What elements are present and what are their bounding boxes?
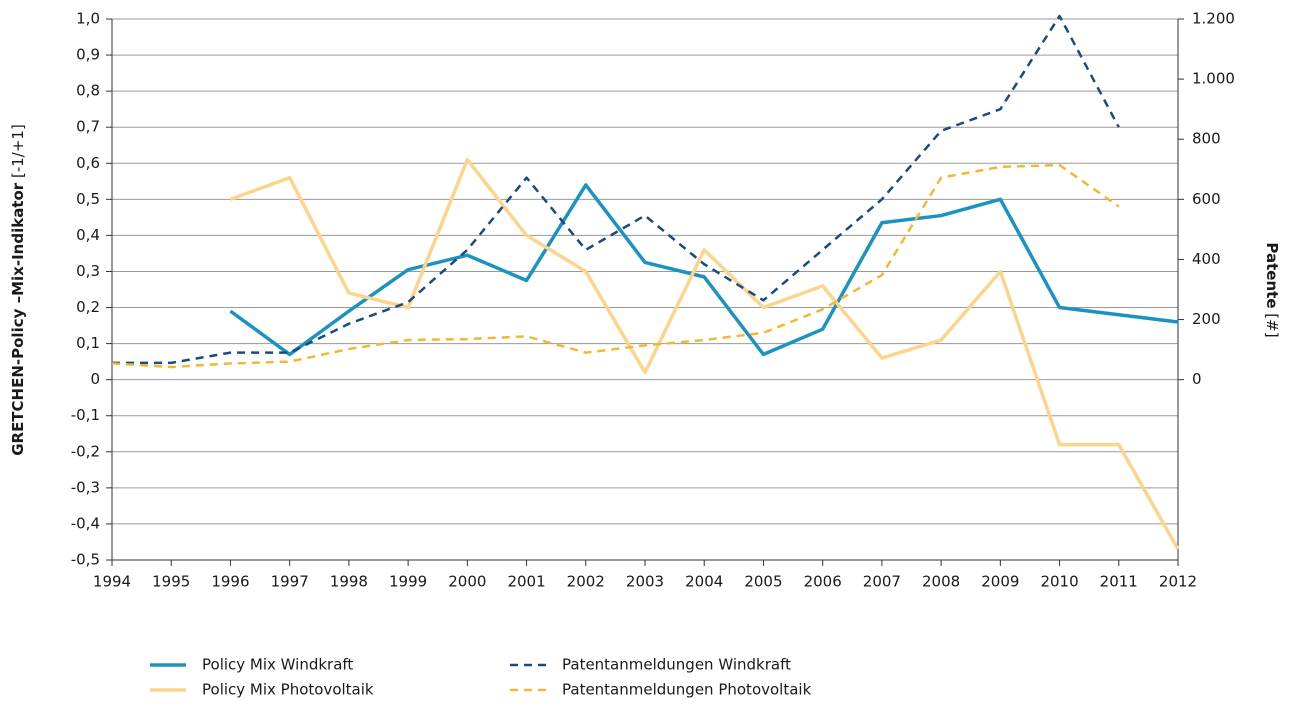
x-tick-label: 2002	[567, 573, 605, 591]
y2-axis-title-main: Patente	[1264, 242, 1282, 308]
x-tick-label: 1998	[330, 573, 368, 591]
y-tick-label: 0,7	[76, 118, 100, 136]
y-axis-title: GRETCHEN-Policy –Mix-Indikator [-1/+1]	[9, 124, 27, 456]
series-line	[229, 157, 1180, 551]
y2-tick-label: 800	[1192, 130, 1221, 148]
y2-tick-label: 1.200	[1192, 10, 1235, 28]
x-tick-label: 2001	[507, 573, 545, 591]
y-tick-label: -0,3	[71, 478, 100, 496]
y-tick-label: 0,6	[76, 154, 100, 172]
y-tick-label: 0,9	[76, 46, 100, 64]
legend-label: Policy Mix Photovoltaik	[202, 681, 374, 699]
legend-label: Patentanmeldungen Windkraft	[562, 656, 791, 674]
y-tick-label: -0,1	[71, 406, 100, 424]
y-axis-title-unit: [-1/+1]	[9, 124, 27, 178]
x-tick-label: 2003	[626, 573, 664, 591]
x-tick-label: 2008	[922, 573, 960, 591]
x-tick-label: 2005	[744, 573, 782, 591]
y-tick-label: 0,4	[76, 226, 100, 244]
x-tick-label: 2010	[1040, 573, 1078, 591]
x-tick-label: 2006	[804, 573, 842, 591]
y-tick-label: -0,2	[71, 442, 100, 460]
y-tick-label: 0,5	[76, 190, 100, 208]
y2-tick-label: 0	[1192, 370, 1202, 388]
y-tick-label: 0,3	[76, 262, 100, 280]
series-line	[111, 163, 1120, 369]
x-tick-label: 2009	[981, 573, 1019, 591]
series-line	[229, 183, 1179, 357]
y2-tick-label: 1.000	[1192, 70, 1235, 88]
y-tick-label: 0,8	[76, 82, 100, 100]
x-tick-label: 2000	[448, 573, 486, 591]
legend-label: Policy Mix Windkraft	[202, 656, 353, 674]
x-tick-label: 2007	[863, 573, 901, 591]
x-tick-label: 1996	[211, 573, 249, 591]
y2-axis-title: Patente [#]	[1264, 242, 1282, 337]
y2-tick-label: 200	[1192, 310, 1221, 328]
y2-axis-title-unit: [#]	[1264, 313, 1282, 337]
y2-tick-label: 600	[1192, 190, 1221, 208]
legend-label: Patentanmeldungen Photovoltaik	[562, 681, 812, 699]
y-tick-label: -0,4	[71, 514, 100, 532]
y-tick-label: 1,0	[76, 10, 100, 28]
x-tick-label: 1995	[152, 573, 190, 591]
x-tick-label: 1999	[389, 573, 427, 591]
y2-tick-label: 400	[1192, 250, 1221, 268]
y-tick-label: 0	[90, 370, 100, 388]
y-tick-label: 0,2	[76, 298, 100, 316]
x-tick-label: 1997	[271, 573, 309, 591]
y-axis-title-main: GRETCHEN-Policy –Mix-Indikator	[9, 182, 27, 456]
x-tick-label: 2004	[685, 573, 723, 591]
x-tick-label: 2012	[1159, 573, 1197, 591]
x-tick-label: 1994	[93, 573, 131, 591]
y-tick-label: -0,5	[71, 551, 100, 569]
series-line	[112, 14, 1120, 365]
y-tick-label: 0,1	[76, 334, 100, 352]
x-tick-label: 2011	[1100, 573, 1138, 591]
